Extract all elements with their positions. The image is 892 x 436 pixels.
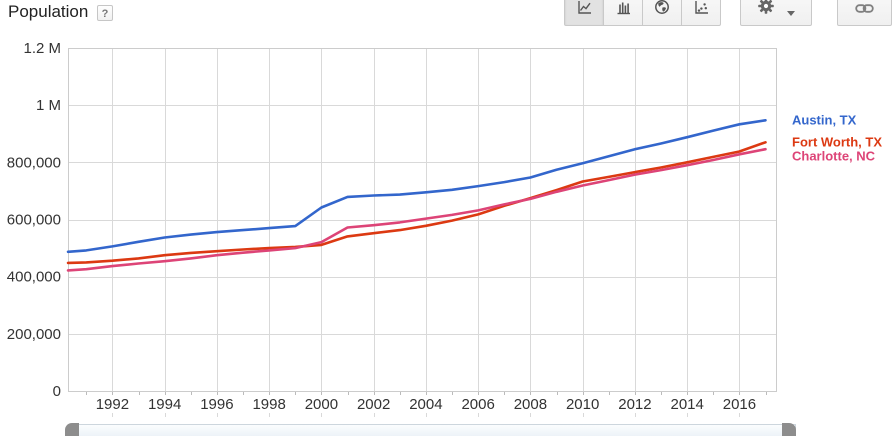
y-tick-label: 0 — [53, 383, 61, 400]
map-chart-icon — [654, 0, 670, 20]
y-tick-label: 1 M — [36, 97, 61, 114]
page-title: Population — [8, 2, 89, 21]
settings-button[interactable] — [740, 0, 812, 26]
bar-chart-button[interactable] — [603, 0, 643, 26]
scatter-chart-button[interactable] — [681, 0, 721, 26]
x-tick-label: 1996 — [200, 396, 233, 413]
x-tick-label: 2002 — [357, 396, 390, 413]
map-chart-button[interactable] — [642, 0, 682, 26]
y-tick-label: 200,000 — [7, 326, 61, 343]
series-line-austin-tx[interactable] — [66, 119, 767, 254]
x-tick-label: 2016 — [723, 396, 756, 413]
line-chart-button[interactable] — [564, 0, 604, 26]
time-slider-track[interactable] — [65, 424, 796, 436]
y-tick-label: 600,000 — [7, 212, 61, 229]
x-tick-label: 2012 — [618, 396, 651, 413]
chart-type-button-group — [564, 0, 721, 26]
x-tick-label: 2014 — [670, 396, 703, 413]
x-tick-label: 2004 — [409, 396, 442, 413]
legend-label-austin-tx: Austin, TX — [792, 112, 857, 127]
x-tick-label: 2008 — [514, 396, 547, 413]
line-chart-icon — [577, 0, 592, 20]
time-slider-right-handle[interactable] — [782, 423, 796, 436]
x-tick-label: 1998 — [252, 396, 285, 413]
time-slider-left-handle[interactable] — [65, 423, 79, 436]
help-button[interactable]: ? — [97, 5, 113, 21]
y-tick-label: 1.2 M — [23, 40, 61, 57]
bar-chart-icon — [616, 0, 631, 20]
link-button[interactable] — [837, 0, 892, 26]
y-tick-label: 400,000 — [7, 269, 61, 286]
gear-icon — [757, 0, 775, 20]
x-tick-label: 2000 — [305, 396, 338, 413]
scatter-chart-icon — [694, 0, 709, 20]
y-tick-label: 800,000 — [7, 154, 61, 171]
link-icon — [855, 2, 874, 20]
series-line-fort-worth-tx[interactable] — [66, 141, 767, 265]
x-tick-label: 2006 — [461, 396, 494, 413]
legend-label-charlotte-nc: Charlotte, NC — [792, 148, 876, 163]
chevron-down-icon — [787, 11, 795, 16]
x-tick-label: 2010 — [566, 396, 599, 413]
series-line-charlotte-nc[interactable] — [66, 147, 767, 272]
x-tick-label: 1994 — [148, 396, 181, 413]
x-tick-label: 1992 — [96, 396, 129, 413]
time-slider[interactable] — [65, 423, 892, 436]
legend-label-fort-worth-tx: Fort Worth, TX — [792, 134, 882, 149]
